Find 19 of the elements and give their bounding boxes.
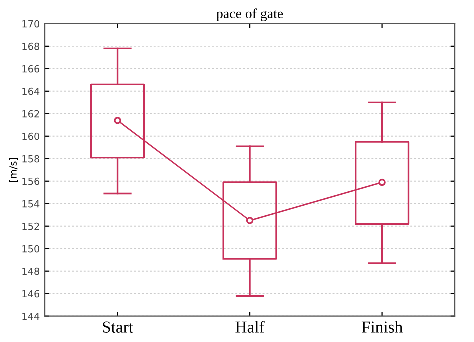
y-tick-label: 156 bbox=[22, 178, 40, 186]
y-tick-label: 158 bbox=[22, 155, 40, 163]
y-tick-label: 170 bbox=[22, 20, 40, 28]
y-tick-label: 144 bbox=[22, 312, 40, 320]
chart-title: pace of gate bbox=[216, 8, 284, 22]
y-tick-label: 148 bbox=[22, 268, 40, 276]
y-tick-label: 168 bbox=[22, 42, 40, 50]
y-tick-label: 160 bbox=[22, 132, 40, 140]
y-tick-label: 162 bbox=[22, 110, 40, 118]
y-axis-title: [m/s] bbox=[9, 158, 18, 182]
y-tick-label: 146 bbox=[22, 290, 40, 298]
y-tick-label: 152 bbox=[22, 222, 40, 230]
y-tick-label: 154 bbox=[22, 200, 40, 208]
x-tick-label: Start bbox=[103, 322, 134, 333]
y-tick-label: 164 bbox=[22, 88, 40, 96]
y-tick-label: 166 bbox=[22, 65, 40, 73]
x-tick-label: Half bbox=[236, 321, 265, 333]
x-tick-label: Finish bbox=[362, 321, 403, 333]
y-tick-label: 150 bbox=[22, 245, 40, 253]
